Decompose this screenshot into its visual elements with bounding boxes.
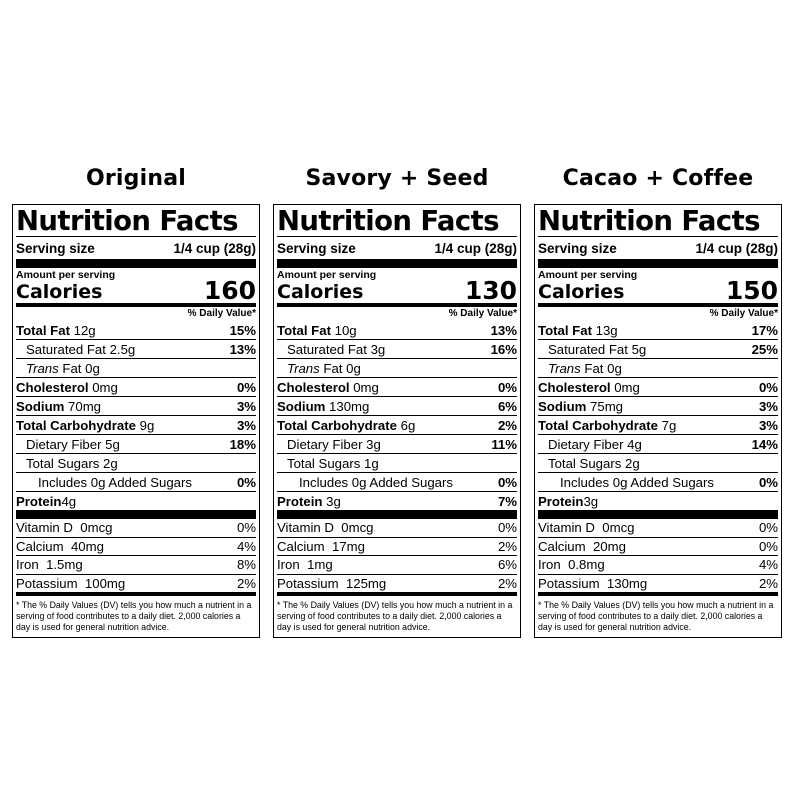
calories-value: 160 — [203, 276, 256, 305]
nutrition-facts-heading: Nutrition Facts — [16, 205, 238, 237]
product-title: Savory + Seed — [305, 166, 489, 191]
product-title: Cacao + Coffee — [562, 166, 754, 191]
nutrient-row-total-carbohydrate: Total Carbohydrate 9g 3% — [16, 415, 256, 434]
amount-per-serving: Amount per serving — [277, 269, 377, 281]
nutrient-row-sodium: Sodium 130mg 6% — [277, 396, 517, 415]
calories-label: Calories — [277, 281, 364, 303]
nutrient-row-total-sugars: Total Sugars 2g — [538, 453, 778, 472]
nutrient-row-trans-fat: Trans Fat 0g — [538, 358, 778, 377]
daily-value-header: % Daily Value* — [16, 303, 256, 321]
nutrient-row-sodium: Sodium 70mg 3% — [16, 396, 256, 415]
nutrient-row-added-sugars: Includes 0g Added Sugars 0% — [16, 472, 256, 491]
thick-divider — [16, 259, 256, 268]
nutrient-row-cholesterol: Cholesterol 0mg 0% — [16, 377, 256, 396]
nutrient-row-saturated-fat: Saturated Fat 2.5g 13% — [16, 339, 256, 358]
vitamin-row: Iron 1mg 6% — [277, 555, 517, 574]
footnote: * The % Daily Values (DV) tells you how … — [538, 592, 778, 634]
nutrient-row-sodium: Sodium 75mg 3% — [538, 396, 778, 415]
nutrition-label: Nutrition Facts Serving size 1/4 cup (28… — [273, 204, 521, 638]
nutrition-label: Nutrition Facts Serving size 1/4 cup (28… — [12, 204, 260, 638]
nutrient-row-total-fat: Total Fat 13g 17% — [538, 322, 778, 338]
calories-value: 130 — [464, 276, 517, 305]
nutrient-row-saturated-fat: Saturated Fat 3g 16% — [277, 339, 517, 358]
vitamin-row: Calcium 20mg 0% — [538, 536, 778, 556]
vitamin-row: Iron 0.8mg 4% — [538, 555, 778, 574]
serving-size-value: 1/4 cup (28g) — [434, 240, 517, 256]
nutrient-row-trans-fat: Trans Fat 0g — [16, 358, 256, 377]
footnote: * The % Daily Values (DV) tells you how … — [277, 592, 517, 634]
serving-size-label: Serving size — [277, 240, 356, 256]
serving-size-row: Serving size 1/4 cup (28g) — [538, 237, 778, 259]
nutrient-row-dietary-fiber: Dietary Fiber 5g 18% — [16, 434, 256, 453]
serving-size-row: Serving size 1/4 cup (28g) — [16, 237, 256, 259]
nutrition-facts-heading: Nutrition Facts — [277, 205, 499, 237]
serving-size-value: 1/4 cup (28g) — [695, 240, 778, 256]
calories-row: Calories 160 — [16, 276, 256, 305]
calories-value: 150 — [725, 276, 778, 305]
nutrient-row-total-fat: Total Fat 12g 15% — [16, 322, 256, 338]
nutrient-row-saturated-fat: Saturated Fat 5g 25% — [538, 339, 778, 358]
nutrient-row-protein: Protein3g — [538, 491, 778, 510]
serving-size-label: Serving size — [16, 240, 95, 256]
calories-row: Calories 150 — [538, 276, 778, 305]
nutrient-row-total-sugars: Total Sugars 1g — [277, 453, 517, 472]
nutrient-row-added-sugars: Includes 0g Added Sugars 0% — [277, 472, 517, 491]
serving-size-row: Serving size 1/4 cup (28g) — [277, 237, 517, 259]
nutrient-row-protein: Protein 3g 7% — [277, 491, 517, 510]
thick-divider — [277, 259, 517, 268]
daily-value-header: % Daily Value* — [277, 303, 517, 321]
nutrient-row-dietary-fiber: Dietary Fiber 4g 14% — [538, 434, 778, 453]
amount-per-serving: Amount per serving — [16, 269, 116, 281]
vitamin-row: Vitamin D 0mcg 0% — [538, 520, 778, 536]
nutrient-row-cholesterol: Cholesterol 0mg 0% — [538, 377, 778, 396]
nutrition-label: Nutrition Facts Serving size 1/4 cup (28… — [534, 204, 782, 638]
calories-label: Calories — [538, 281, 625, 303]
label-column-original: Original Nutrition Facts Serving size 1/… — [12, 160, 260, 638]
serving-size-value: 1/4 cup (28g) — [173, 240, 256, 256]
thick-divider — [16, 510, 256, 519]
serving-size-label: Serving size — [538, 240, 617, 256]
vitamin-row: Calcium 40mg 4% — [16, 536, 256, 556]
nutrient-row-total-carbohydrate: Total Carbohydrate 6g 2% — [277, 415, 517, 434]
nutrient-row-cholesterol: Cholesterol 0mg 0% — [277, 377, 517, 396]
nutrient-row-total-fat: Total Fat 10g 13% — [277, 322, 517, 338]
divider — [16, 236, 256, 237]
calories-row: Calories 130 — [277, 276, 517, 305]
nutrient-row-added-sugars: Includes 0g Added Sugars 0% — [538, 472, 778, 491]
amount-per-serving: Amount per serving — [538, 269, 638, 281]
vitamin-row: Vitamin D 0mcg 0% — [16, 520, 256, 536]
nutrient-row-trans-fat: Trans Fat 0g — [277, 358, 517, 377]
vitamin-row: Vitamin D 0mcg 0% — [277, 520, 517, 536]
vitamin-row: Iron 1.5mg 8% — [16, 555, 256, 574]
nutrient-row-total-carbohydrate: Total Carbohydrate 7g 3% — [538, 415, 778, 434]
vitamin-row: Potassium 100mg 2% — [16, 573, 256, 593]
label-column-cacao-coffee: Cacao + Coffee Nutrition Facts Serving s… — [534, 160, 782, 638]
nutrient-row-protein: Protein4g — [16, 491, 256, 510]
thick-divider — [538, 259, 778, 268]
label-column-savory-seed: Savory + Seed Nutrition Facts Serving si… — [273, 160, 521, 638]
product-title: Original — [85, 166, 187, 191]
divider — [277, 236, 517, 237]
daily-value-header: % Daily Value* — [538, 303, 778, 321]
nutrient-row-total-sugars: Total Sugars 2g — [16, 453, 256, 472]
calories-label: Calories — [16, 281, 103, 303]
nutrient-row-dietary-fiber: Dietary Fiber 3g 11% — [277, 434, 517, 453]
footnote: * The % Daily Values (DV) tells you how … — [16, 592, 256, 634]
thick-divider — [538, 510, 778, 519]
vitamin-row: Potassium 125mg 2% — [277, 573, 517, 593]
vitamin-row: Potassium 130mg 2% — [538, 573, 778, 593]
nutrition-facts-heading: Nutrition Facts — [538, 205, 760, 237]
divider — [538, 236, 778, 237]
thick-divider — [277, 510, 517, 519]
vitamin-row: Calcium 17mg 2% — [277, 536, 517, 556]
